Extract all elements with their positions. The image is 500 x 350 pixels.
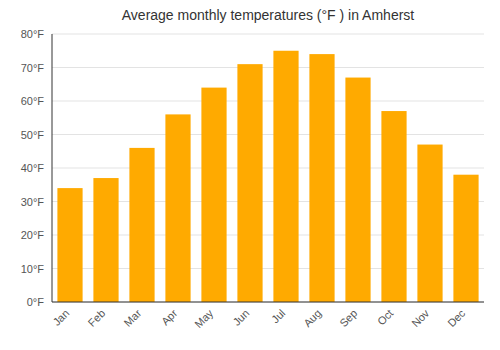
bar [381,111,406,302]
x-tick-label: Apr [159,307,180,328]
x-tick-label: Oct [375,307,396,328]
y-tick-label: 70°F [21,62,45,74]
bar [453,175,478,302]
y-tick-label: 0°F [27,296,45,308]
y-axis-line [52,34,53,302]
grid-line [52,34,484,35]
x-tick-label: Dec [445,307,468,330]
grid [52,34,484,302]
y-tick-label: 80°F [21,28,45,40]
x-tick-label: Sep [337,307,359,329]
x-tick-label: Mar [122,307,144,329]
x-tick-label: Aug [301,307,323,329]
grid-line [52,302,484,303]
bar [309,54,334,302]
bar [345,78,370,302]
y-tick-label: 60°F [21,95,45,107]
grid-line [52,67,484,68]
bar [237,64,262,302]
y-tick-label: 20°F [21,229,45,241]
grid-line [52,134,484,135]
bar [417,145,442,302]
y-tick-label: 30°F [21,196,45,208]
x-tick-label: Nov [409,307,432,330]
bar [93,178,118,302]
x-tick-label: Feb [86,307,108,329]
x-tick-label: Jun [230,307,251,328]
chart-svg: Average monthly temperatures (°F ) in Am… [0,0,500,350]
chart-container: Average monthly temperatures (°F ) in Am… [0,0,500,350]
y-tick-label: 10°F [21,263,45,275]
x-tick-label: May [192,307,216,331]
bar [201,88,226,302]
bar [129,148,154,302]
x-tick-label: Jul [269,307,287,325]
bars [57,51,478,302]
y-tick-label: 40°F [21,162,45,174]
bar [165,114,190,302]
grid-line [52,101,484,102]
x-tick-label: Jan [50,307,71,328]
bar [273,51,298,302]
x-axis-line [52,302,484,303]
chart-title: Average monthly temperatures (°F ) in Am… [122,7,415,23]
y-tick-label: 50°F [21,129,45,141]
bar [57,188,82,302]
